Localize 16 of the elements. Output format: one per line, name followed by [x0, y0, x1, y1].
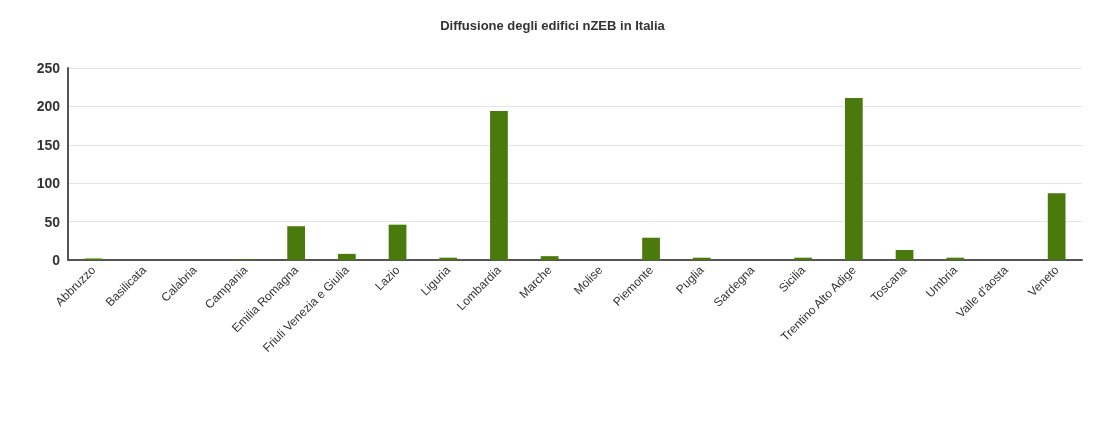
bar: [540, 256, 559, 260]
y-tick-label: 250: [36, 60, 61, 76]
bar: [844, 97, 863, 260]
bar: [895, 250, 914, 260]
bar: [287, 226, 306, 260]
y-tick-label: 100: [36, 175, 61, 192]
bar: [642, 237, 660, 260]
bar: [337, 253, 356, 260]
bar: [490, 111, 508, 260]
y-tick-label: 200: [36, 98, 61, 115]
bar: [1047, 193, 1066, 260]
y-tick-label: 150: [36, 136, 61, 153]
bar: [388, 224, 407, 260]
chart-title: Diffusione degli edifici nZEB in Italia: [440, 18, 666, 33]
y-tick-label: 0: [52, 252, 61, 268]
y-tick-label: 50: [44, 213, 61, 230]
